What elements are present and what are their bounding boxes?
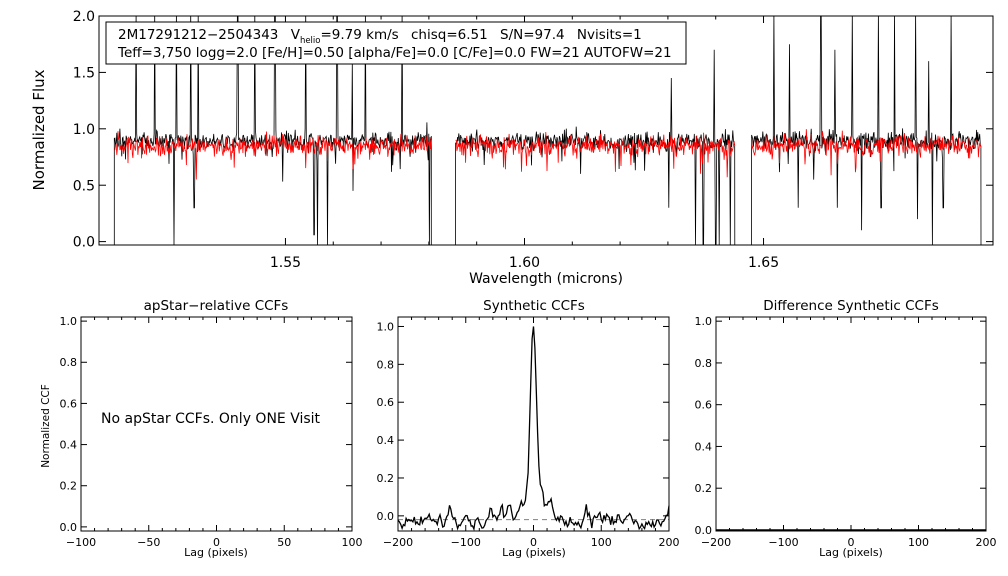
spectrum-ytick-label: 1.0 [73, 122, 95, 138]
synthetic-ccf-ytick-label: 0.6 [377, 396, 395, 409]
apstar-ccf-ytick-label: 0.6 [60, 397, 78, 410]
spectrum-ytick-label: 1.5 [73, 65, 95, 81]
difference-ccf-xlabel: Lag (pixels) [819, 546, 883, 559]
apstar-ccf-note: No apStar CCFs. Only ONE Visit [101, 411, 321, 427]
synthetic-ccf-ticks: −200 −100 0 100 200 0.0 0.2 0.4 0.6 0.8 1.0 [377, 317, 680, 549]
difference-ccf-ytick-label: 0.6 [695, 399, 713, 412]
synthetic-ccf-xlabel: Lag (pixels) [502, 546, 566, 559]
stellar-params: Teff=3,750 logg=2.0 [Fe/H]=0.50 [alpha/F… [117, 45, 672, 61]
model-spectrum-chip-3 [751, 129, 982, 176]
synthetic-ccf-xtick-label: −100 [451, 536, 481, 549]
spectrum-xtick-label: 1.60 [509, 255, 540, 271]
apstar-ccf-xtick-label: −100 [66, 536, 96, 549]
apstar-ccf-xtick-label: 50 [277, 536, 291, 549]
synthetic-ccf-frame [397, 316, 670, 532]
apstar-ccf-ytick-label: 0.2 [60, 480, 78, 493]
nvisits-value: Nvisits=1 [577, 27, 642, 43]
apstar-ccf-panel: apStar−relative CCFs −100 −50 0 50 100 0.0 0.2… [40, 298, 363, 559]
difference-ccf-ticks: −200 −100 0 100 200 0.0 0.2 0.4 0.6 0.8 1.0 [695, 315, 997, 549]
spectrum-frame [98, 15, 994, 246]
difference-ccf-title: Difference Synthetic CCFs [763, 298, 939, 314]
velocity-prefix: V [291, 27, 301, 43]
observed-spectrum-chip-3 [751, 16, 982, 245]
star-id: 2M17291212−2504343 [118, 27, 278, 43]
synthetic-ccf-ytick-label: 0.0 [377, 510, 395, 523]
snr-value: S/N=97.4 [500, 27, 565, 43]
spectrum-ylabel: Normalized Flux [30, 69, 48, 190]
difference-ccf-ytick-label: 0.0 [695, 524, 713, 537]
synthetic-ccf-ytick-label: 1.0 [377, 320, 395, 333]
spectrum-series-group [113, 16, 982, 245]
difference-ccf-xtick-label: −200 [701, 536, 731, 549]
synthetic-ccf-title: Synthetic CCFs [483, 298, 585, 314]
spectrum-ticks: 1.55 1.60 1.65 0.0 0.5 1.0 1.5 2.0 [73, 9, 993, 271]
spectrum-info-box: 2M17291212−2504343 Vhelio=9.79 km/s chis… [105, 21, 687, 65]
apstar-ccf-xlabel: Lag (pixels) [184, 546, 248, 559]
velocity-value: =9.79 km/s [320, 27, 398, 43]
apstar-ccf-ylabel: Normalized CCF [40, 384, 52, 468]
model-spectrum-chip-1 [114, 131, 432, 180]
difference-ccf-xtick-label: −100 [768, 536, 798, 549]
spectrum-ytick-label: 2.0 [73, 9, 95, 25]
observed-spectrum-chip-2 [455, 49, 736, 245]
apstar-ccf-xtick-label: 0 [213, 536, 220, 549]
apstar-ccf-ticks: −100 −50 0 50 100 0.0 0.2 0.4 0.6 0.8 1.0 [60, 315, 363, 549]
spectrum-plot-area [113, 16, 982, 245]
synthetic-ccf-xtick-label: 200 [659, 536, 680, 549]
spectrum-panel: 1.55 1.60 1.65 0.0 0.5 1.0 1.5 2.0 Wavelength (… [30, 9, 994, 287]
velocity-subscript: helio [300, 36, 321, 46]
apstar-ccf-ytick-label: 0.0 [60, 521, 78, 534]
synthetic-ccf-xtick-label: −200 [383, 536, 413, 549]
spectrum-ytick-label: 0.5 [73, 178, 95, 194]
difference-ccf-ytick-label: 0.2 [695, 482, 713, 495]
synthetic-ccf-xtick-label: 100 [591, 536, 612, 549]
model-spectrum-chip-2 [455, 131, 736, 178]
synthetic-ccf-panel: Synthetic CCFs −200 −100 0 100 200 0.0 0.2 0.4 0… [377, 298, 680, 559]
apstar-ccf-ytick-label: 0.8 [60, 356, 78, 369]
apstar-ccf-ytick-label: 0.4 [60, 439, 78, 452]
difference-ccf-ytick-label: 0.8 [695, 357, 713, 370]
apstar-ccf-ytick-label: 1.0 [60, 315, 78, 328]
spectrum-xlabel: Wavelength (microns) [469, 271, 623, 287]
spectrum-ytick-label: 0.0 [73, 235, 95, 251]
spectrum-xtick-label: 1.65 [748, 255, 779, 271]
apstar-ccf-title: apStar−relative CCFs [144, 298, 289, 314]
synthetic-ccf-ytick-label: 0.2 [377, 472, 395, 485]
apstar-ccf-xtick-label: −50 [137, 536, 160, 549]
synthetic-ccf-ytick-label: 0.8 [377, 358, 395, 371]
difference-ccf-xtick-label: 0 [848, 536, 855, 549]
spectrum-xtick-label: 1.55 [270, 255, 301, 271]
difference-ccf-panel: Difference Synthetic CCFs −200 −100 0 100 20… [695, 298, 997, 559]
info-box-frame [105, 21, 687, 65]
difference-ccf-frame [715, 316, 987, 532]
synthetic-ccf-ytick-label: 0.4 [377, 434, 395, 447]
info-line-1: 2M17291212−2504343 Vhelio=9.79 km/s chis… [118, 27, 642, 46]
synthetic-ccf-xtick-label: 0 [530, 536, 537, 549]
synthetic-ccf-line [397, 326, 670, 532]
chisq-value: chisq=6.51 [411, 27, 488, 43]
apstar-ccf-xtick-label: 100 [342, 536, 363, 549]
difference-ccf-xtick-label: 200 [976, 536, 997, 549]
difference-ccf-xtick-label: 100 [908, 536, 929, 549]
difference-ccf-ytick-label: 0.4 [695, 440, 713, 453]
difference-ccf-ytick-label: 1.0 [695, 315, 713, 328]
synthetic-ccf-plot-area [397, 326, 670, 532]
